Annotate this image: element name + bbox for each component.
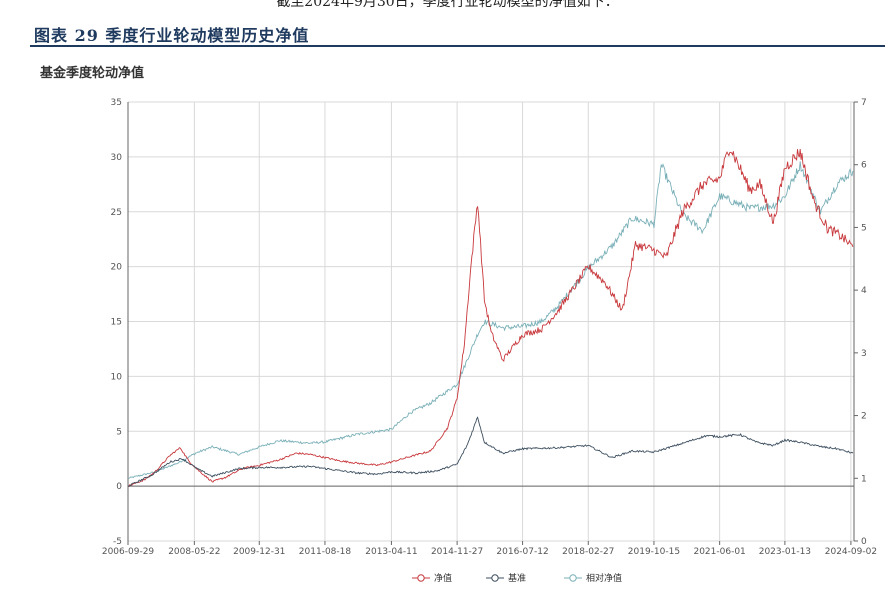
y-left-tick-label: 25: [111, 208, 122, 218]
y-right-tick-label: 6: [861, 161, 867, 171]
x-tick-label: 2013-04-11: [365, 547, 417, 557]
nav-line: [127, 149, 854, 488]
chart-title: 基金季度轮动净值: [40, 66, 145, 81]
x-tick-label: 2011-08-18: [299, 547, 352, 557]
benchmark-line: [127, 416, 854, 487]
x-tick-label: 2006-09-29: [102, 547, 155, 557]
y-right-tick-label: 5: [861, 223, 867, 233]
x-tick-label: 2019-10-15: [628, 547, 680, 557]
x-tick-label: 2016-07-12: [496, 547, 548, 557]
y-right-tick-label: 0: [861, 537, 867, 547]
y-left-tick-label: 0: [116, 482, 122, 492]
legend-label: 基准: [508, 572, 526, 584]
x-tick-label: 2009-12-31: [233, 547, 285, 557]
legend-label: 净值: [434, 572, 452, 584]
y-left-tick-label: -5: [113, 537, 122, 547]
y-left-tick-label: 10: [111, 372, 123, 382]
title-rule: [30, 45, 885, 47]
x-tick-label: 2023-01-13: [759, 547, 811, 557]
y-right-tick-label: 4: [861, 286, 867, 296]
legend-label: 相对净值: [586, 572, 622, 584]
y-right-tick-label: 1: [861, 474, 867, 484]
figure-title: 图表 29 季度行业轮动模型历史净值: [34, 26, 310, 45]
y-left-tick-label: 20: [111, 263, 123, 273]
relative-nav-line: [127, 161, 854, 479]
legend-marker: [569, 574, 577, 582]
legend-marker: [491, 574, 499, 582]
y-right-tick-label: 2: [861, 412, 867, 422]
y-left-tick-label: 35: [111, 98, 122, 108]
y-left-tick-label: 30: [111, 153, 123, 163]
y-left-tick-label: 5: [116, 427, 122, 437]
x-tick-label: 2014-11-27: [431, 547, 483, 557]
y-right-tick-label: 7: [861, 98, 867, 108]
x-tick-label: 2008-05-22: [168, 547, 220, 557]
y-left-tick-label: 15: [111, 318, 122, 328]
x-tick-label: 2021-06-01: [693, 547, 745, 557]
legend-marker: [417, 574, 425, 582]
x-tick-label: 2018-02-27: [562, 547, 614, 557]
x-tick-label: 2024-09-02: [825, 547, 877, 557]
top-cut-text: 截至2024年9月30日，季度行业轮动模型的净值如下：: [276, 0, 619, 10]
y-right-tick-label: 3: [861, 349, 867, 359]
